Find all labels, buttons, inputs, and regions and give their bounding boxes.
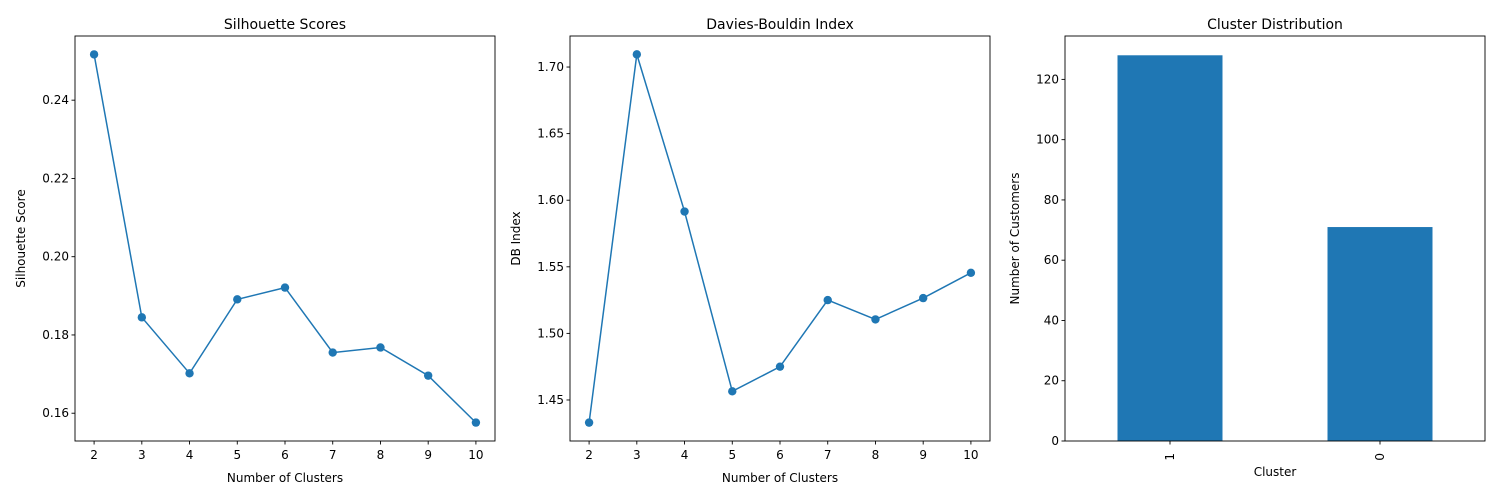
davies-bouldin-data-point [632, 50, 642, 59]
silhouette-y-tick-label: 0.24 [42, 93, 69, 107]
davies-bouldin-x-axis-label: Number of Clusters [722, 471, 838, 485]
silhouette-data-point [89, 50, 99, 59]
cluster-distribution-bar [1117, 55, 1223, 442]
davies-bouldin-y-axis-label: DB Index [509, 211, 523, 265]
silhouette-data-point [185, 369, 194, 378]
silhouette-data-point [471, 418, 481, 427]
davies-bouldin-x-tick-label: 10 [963, 448, 978, 462]
silhouette-ticks: 0.16 0.18 0.20 0.22 0.24 2 3 4 5 6 7 8 9 10 [42, 93, 483, 462]
silhouette-data-point [280, 283, 290, 292]
davies-bouldin-y-tick-label: 1.45 [537, 393, 564, 407]
davies-bouldin-y-tick-label: 1.65 [537, 127, 564, 141]
silhouette-x-tick-label: 4 [186, 448, 194, 462]
cluster-distribution-y-tick-label: 120 [1036, 72, 1059, 86]
silhouette-x-tick-label: 10 [468, 448, 483, 462]
davies-bouldin-x-tick-label: 5 [728, 448, 736, 462]
davies-bouldin-marks [584, 50, 976, 427]
silhouette-x-tick-label: 9 [424, 448, 432, 462]
davies-bouldin-x-tick-label: 7 [824, 448, 832, 462]
davies-bouldin-y-tick-label: 1.55 [537, 260, 564, 274]
cluster-distribution-bar [1327, 227, 1433, 441]
davies-bouldin-x-tick-label: 6 [776, 448, 784, 462]
silhouette-y-axis-label: Silhouette Score [14, 189, 28, 287]
cluster-distribution-y-tick-label: 60 [1044, 253, 1059, 267]
cluster-distribution-plot-frame [1064, 35, 1486, 442]
davies-bouldin-title: Davies-Bouldin Index [706, 17, 854, 33]
davies-bouldin-data-point [728, 387, 737, 396]
davies-bouldin-x-tick-label: 8 [872, 448, 880, 462]
davies-bouldin-data-point [584, 418, 594, 427]
silhouette-x-axis-label: Number of Clusters [227, 471, 343, 485]
silhouette-x-tick-label: 2 [90, 448, 98, 462]
silhouette-x-tick-label: 3 [138, 448, 146, 462]
cluster-distribution-y-tick-label: 40 [1044, 313, 1059, 327]
silhouette-y-tick-label: 0.18 [42, 328, 69, 342]
cluster-distribution-marks [1117, 55, 1433, 442]
davies-bouldin-data-point [775, 362, 785, 371]
silhouette-data-point [328, 348, 337, 357]
davies-bouldin-x-tick-label: 4 [681, 448, 689, 462]
davies-bouldin-chart: Davies-Bouldin Index 1.45 1.50 1.55 1.60 1.6… [509, 17, 991, 485]
silhouette-plot-frame [74, 35, 496, 442]
davies-bouldin-y-tick-label: 1.60 [537, 193, 564, 207]
cluster-distribution-y-axis-label: Number of Customers [1008, 173, 1022, 305]
davies-bouldin-ticks: 1.45 1.50 1.55 1.60 1.65 1.70 2 3 4 5 6 7 8 9 10 [537, 60, 978, 462]
silhouette-x-tick-label: 7 [329, 448, 337, 462]
silhouette-data-point [423, 371, 433, 380]
davies-bouldin-x-tick-label: 3 [633, 448, 641, 462]
cluster-distribution-title: Cluster Distribution [1207, 17, 1343, 33]
cluster-distribution-chart: Cluster Distribution 0 20 40 60 80 100 120 1 0 C… [1008, 17, 1486, 479]
silhouette-data-point [376, 343, 385, 352]
cluster-distribution-x-axis-label: Cluster [1254, 465, 1297, 479]
silhouette-y-tick-label: 0.20 [42, 250, 69, 264]
cluster-distribution-x-tick-label: 1 [1163, 453, 1177, 461]
silhouette-x-tick-label: 5 [233, 448, 241, 462]
davies-bouldin-data-point [918, 293, 928, 303]
silhouette-x-tick-label: 6 [281, 448, 289, 462]
silhouette-data-point [137, 313, 147, 322]
davies-bouldin-data-point [871, 315, 880, 324]
silhouette-x-tick-label: 8 [377, 448, 385, 462]
silhouette-data-point [233, 295, 242, 304]
silhouette-y-tick-label: 0.22 [42, 171, 69, 185]
cluster-distribution-y-tick-label: 20 [1044, 374, 1059, 388]
davies-bouldin-x-tick-label: 2 [585, 448, 593, 462]
davies-bouldin-x-tick-label: 9 [919, 448, 927, 462]
davies-bouldin-data-point [823, 295, 832, 305]
cluster-distribution-y-tick-label: 80 [1044, 193, 1059, 207]
cluster-distribution-x-tick-label: 0 [1373, 453, 1387, 461]
silhouette-chart: Silhouette Scores 0.16 0.18 0.20 0.22 0.24 2 3… [14, 17, 496, 485]
cluster-distribution-ticks: 0 20 40 60 80 100 120 1 0 [1036, 72, 1387, 460]
silhouette-y-tick-label: 0.16 [42, 406, 69, 420]
silhouette-title: Silhouette Scores [224, 17, 346, 33]
davies-bouldin-plot-frame [569, 35, 991, 442]
davies-bouldin-data-point [680, 207, 689, 216]
davies-bouldin-y-tick-label: 1.50 [537, 326, 564, 340]
cluster-distribution-y-tick-label: 0 [1051, 434, 1059, 448]
cluster-distribution-y-tick-label: 100 [1036, 133, 1059, 147]
davies-bouldin-y-tick-label: 1.70 [537, 60, 564, 74]
davies-bouldin-data-point [966, 268, 976, 277]
silhouette-marks [89, 50, 481, 427]
